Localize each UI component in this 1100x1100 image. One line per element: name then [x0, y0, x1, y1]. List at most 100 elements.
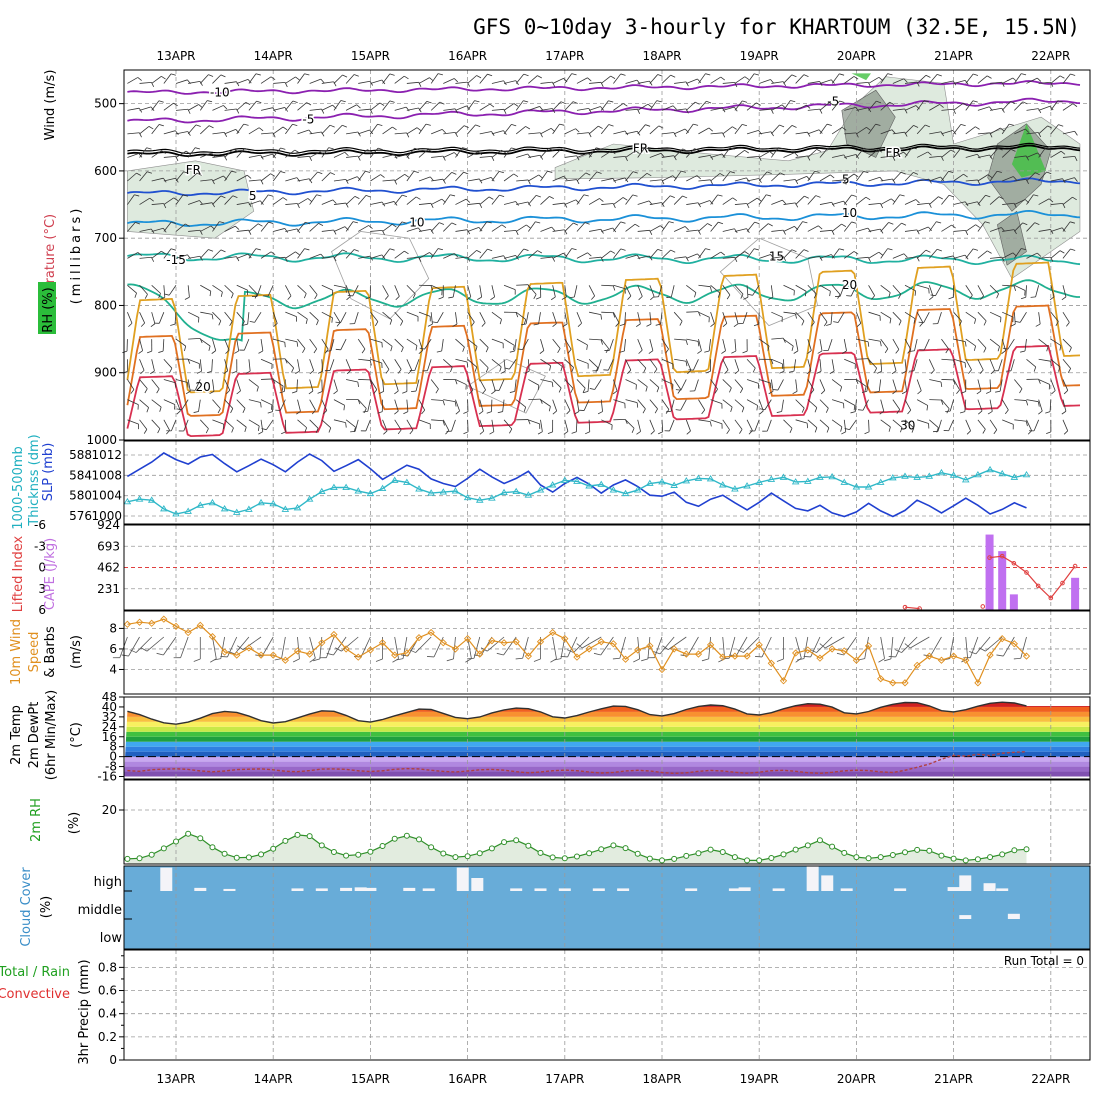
upper-wind-barb: [260, 76, 272, 84]
wind-speed-marker: [500, 639, 508, 647]
upper-wind-barb: [443, 131, 456, 135]
thickness-marker: [354, 487, 363, 494]
upper-wind-barb: [564, 199, 576, 205]
upper-wind-barb: [827, 338, 833, 351]
upper-wind-barb-flag: [827, 147, 833, 151]
upper-wind-barb-flag: [789, 370, 795, 373]
upper-wind-barb: [613, 311, 620, 324]
upper-wind-barb-flag: [346, 296, 351, 301]
upper-wind-barb: [807, 129, 820, 135]
upper-wind-barb: [935, 285, 942, 296]
upper-wind-barb-flag: [587, 152, 592, 158]
upper-wind-barb: [613, 248, 622, 259]
bottom-date-label: 15APR: [351, 1072, 390, 1086]
upper-wind-barb: [224, 148, 234, 158]
upper-wind-barb: [297, 311, 308, 320]
upper-wind-barb-flag: [673, 132, 677, 138]
upper-wind-barb-flag: [1061, 410, 1067, 415]
upper-wind-barb: [370, 79, 383, 84]
upper-wind-barb-flag: [791, 249, 797, 253]
upper-wind-barb-flag: [453, 78, 459, 83]
wind-barb: [600, 636, 614, 656]
upper-wind-barb: [382, 126, 393, 135]
upper-wind-barb: [365, 419, 371, 432]
upper-wind-barb-flag: [270, 76, 276, 81]
upper-wind-barb-flag: [223, 370, 228, 375]
cloud-mid-bar: [959, 915, 972, 919]
thickness-marker: [305, 495, 314, 502]
thickness-marker: [804, 477, 812, 484]
upper-wind-barb: [1050, 338, 1062, 346]
upper-wind-barb-flag: [876, 100, 882, 104]
upper-wind-barb: [1062, 285, 1067, 297]
upper-wind-barb-flag: [660, 153, 665, 158]
wind-barb-flag: [274, 658, 282, 661]
upper-wind-barb-flag: [620, 73, 626, 76]
upper-wind-barb-flag: [426, 100, 432, 104]
upper-wind-barb-flag: [975, 224, 980, 228]
upper-wind-barb: [649, 312, 652, 325]
upper-wind-barb: [1014, 179, 1027, 182]
upper-wind-barb-flag: [830, 174, 835, 179]
upper-wind-barb-flag: [732, 126, 737, 130]
upper-wind-barb-flag: [551, 382, 554, 388]
upper-wind-barb: [948, 419, 954, 431]
thickness-tick-label: 588: [69, 448, 92, 462]
upper-wind-barb: [649, 419, 655, 432]
upper-wind-barb-flag: [226, 390, 231, 395]
wind-barb-flag: [795, 657, 802, 663]
upper-wind-barb: [394, 106, 407, 111]
upper-wind-barb-flag: [867, 341, 870, 347]
isotherm-35: [126, 344, 1081, 438]
wind-speed-marker: [889, 679, 897, 687]
li-marker: [980, 604, 986, 609]
upper-wind-barb-flag: [342, 249, 348, 253]
upper-wind-barb: [1038, 147, 1046, 158]
upper-wind-barb: [236, 419, 247, 428]
upper-wind-barb: [771, 172, 781, 182]
upper-wind-barb: [424, 338, 432, 350]
upper-wind-barb-flag: [925, 74, 931, 78]
upper-wind-barb-flag: [217, 408, 221, 414]
upper-wind-barb-flag: [661, 202, 665, 208]
upper-wind-barb-flag: [560, 101, 566, 105]
upper-wind-barb-flag: [173, 102, 178, 107]
upper-wind-barb-flag: [801, 407, 805, 413]
isotherm-freezing-2: [127, 142, 1081, 155]
upper-wind-barb: [224, 256, 237, 259]
wind-speed-marker: [719, 653, 727, 661]
upper-wind-barb-flag: [648, 350, 654, 354]
thickness-marker: [548, 481, 557, 488]
upper-wind-barb: [819, 79, 832, 84]
upper-wind-barb-flag: [524, 370, 530, 374]
upper-wind-barb: [746, 178, 759, 182]
thickness-marker: [876, 478, 885, 485]
upper-wind-barb-flag: [548, 406, 551, 412]
upper-wind-barb-flag: [686, 430, 691, 435]
upper-wind-barb-flag: [552, 410, 557, 415]
upper-wind-barb: [977, 75, 988, 84]
upper-wind-barb-flag: [589, 388, 595, 390]
upper-wind-barb: [766, 419, 772, 432]
temp-band: [124, 746, 1090, 752]
upper-wind-barb: [1014, 379, 1023, 389]
upper-wind-barb-flag: [612, 312, 616, 318]
upper-wind-barb: [151, 359, 155, 372]
upper-wind-barb: [163, 197, 174, 205]
upper-wind-barb-flag: [1015, 321, 1021, 323]
upper-wind-barb: [771, 147, 779, 158]
upper-wind-barb: [552, 358, 563, 367]
rh-marker: [513, 837, 520, 844]
upper-wind-barb-flag: [1002, 347, 1008, 350]
rh-marker: [367, 848, 374, 855]
rh-marker: [841, 849, 848, 856]
cloud-high-bar: [738, 887, 751, 891]
upper-wind-barb: [345, 196, 356, 205]
upper-wind-barb-flag: [850, 411, 856, 414]
cloud-high-bar: [456, 867, 469, 891]
wind-speed-marker: [804, 646, 812, 654]
upper-wind-barb-flag: [308, 390, 314, 395]
upper-wind-barb-flag: [442, 178, 446, 184]
upper-wind-barb: [170, 419, 177, 432]
upper-wind-barb-flag: [919, 322, 924, 327]
